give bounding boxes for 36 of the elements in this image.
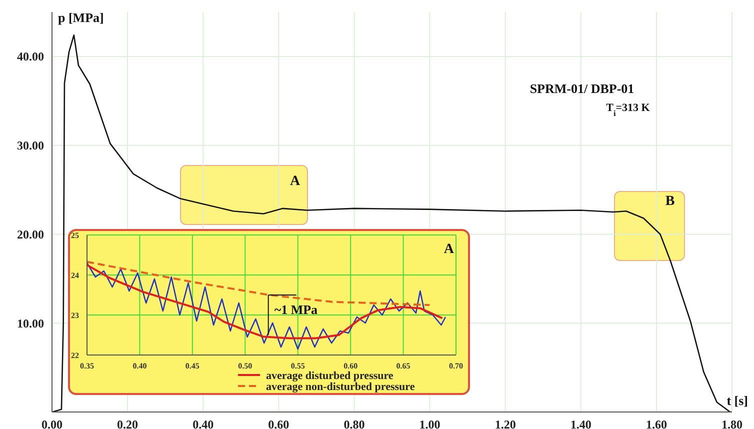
annotation: T$_{i}$=313 K xyxy=(606,102,650,118)
y-tick-label: 10.00 xyxy=(17,316,44,330)
annotation: A xyxy=(290,174,301,189)
y-tick-label: 23 xyxy=(71,310,79,320)
annotation: SPRM-01/ DBP-01 xyxy=(530,81,634,96)
x-tick-label: 0.50 xyxy=(238,362,252,371)
x-tick-label: 0.45 xyxy=(185,362,200,371)
y-tick-label: 22 xyxy=(71,350,79,360)
x-axis-title: t [s] xyxy=(726,393,748,408)
x-tick-label: 0.55 xyxy=(290,362,305,371)
annotation: B xyxy=(665,194,675,209)
x-tick-label: 0.35 xyxy=(80,362,94,371)
x-tick-label: 1.00 xyxy=(419,418,440,429)
x-tick-label: 0.60 xyxy=(268,418,290,429)
annotation: A xyxy=(444,242,455,257)
line-series xyxy=(87,260,431,306)
x-tick-label: 1.80 xyxy=(722,418,742,429)
legend-label: average non-disturbed pressure xyxy=(266,381,415,393)
x-tick-label: 0.40 xyxy=(132,362,147,371)
x-tick-label: 0.60 xyxy=(344,362,358,371)
x-tick-label: 1.20 xyxy=(494,418,516,429)
x-tick-label: 0.70 xyxy=(449,362,463,371)
y-tick-label: 40.00 xyxy=(17,50,44,64)
x-tick-label: 1.40 xyxy=(570,418,592,429)
y-tick-label: 24 xyxy=(71,270,79,280)
x-tick-label: 0.65 xyxy=(396,362,410,371)
x-tick-label: 0.20 xyxy=(117,418,138,429)
x-tick-label: 0.40 xyxy=(192,418,214,429)
y-axis-title: p [MPa] xyxy=(58,10,104,25)
x-tick-label: 0.80 xyxy=(344,418,365,429)
x-tick-label: 0.00 xyxy=(42,418,62,429)
y-tick-label: 20.00 xyxy=(17,227,44,242)
x-tick-label: 1.60 xyxy=(646,418,667,429)
y-tick-label: 25 xyxy=(71,230,79,240)
legend-label: average disturbed pressure xyxy=(266,370,394,382)
y-tick-label: 30.00 xyxy=(17,138,44,153)
